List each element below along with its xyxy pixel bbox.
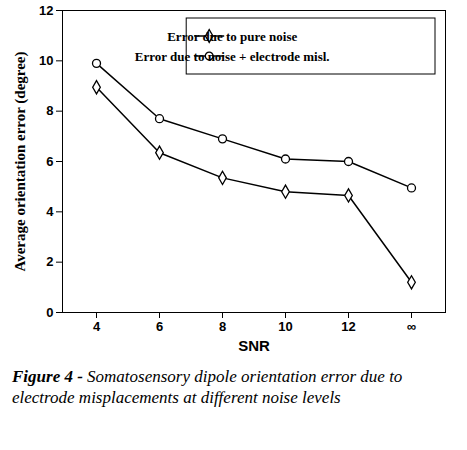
svg-text:0: 0 — [46, 305, 53, 320]
svg-text:4: 4 — [46, 204, 54, 219]
svg-text:6: 6 — [46, 154, 53, 169]
svg-text:6: 6 — [156, 319, 163, 334]
svg-text:∞: ∞ — [407, 319, 416, 334]
svg-text:8: 8 — [219, 319, 226, 334]
svg-text:Error due to pure noise: Error due to pure noise — [167, 29, 297, 44]
svg-text:12: 12 — [39, 3, 53, 18]
html-text:Figure 4 - Somatosensory dipol: Figure 4 - Somatosensory dipole orientat… — [12, 367, 403, 408]
svg-text:12: 12 — [341, 319, 355, 334]
svg-text:4: 4 — [93, 319, 101, 334]
svg-text:10: 10 — [39, 53, 53, 68]
svg-text:Average orientation error (deg: Average orientation error (degree) — [12, 51, 29, 271]
svg-text:2: 2 — [46, 254, 53, 269]
svg-text:SNR: SNR — [238, 337, 270, 354]
svg-text:Error due to noise + electrode: Error due to noise + electrode misl. — [135, 49, 330, 64]
svg-text:8: 8 — [46, 103, 53, 118]
svg-text:10: 10 — [278, 319, 292, 334]
